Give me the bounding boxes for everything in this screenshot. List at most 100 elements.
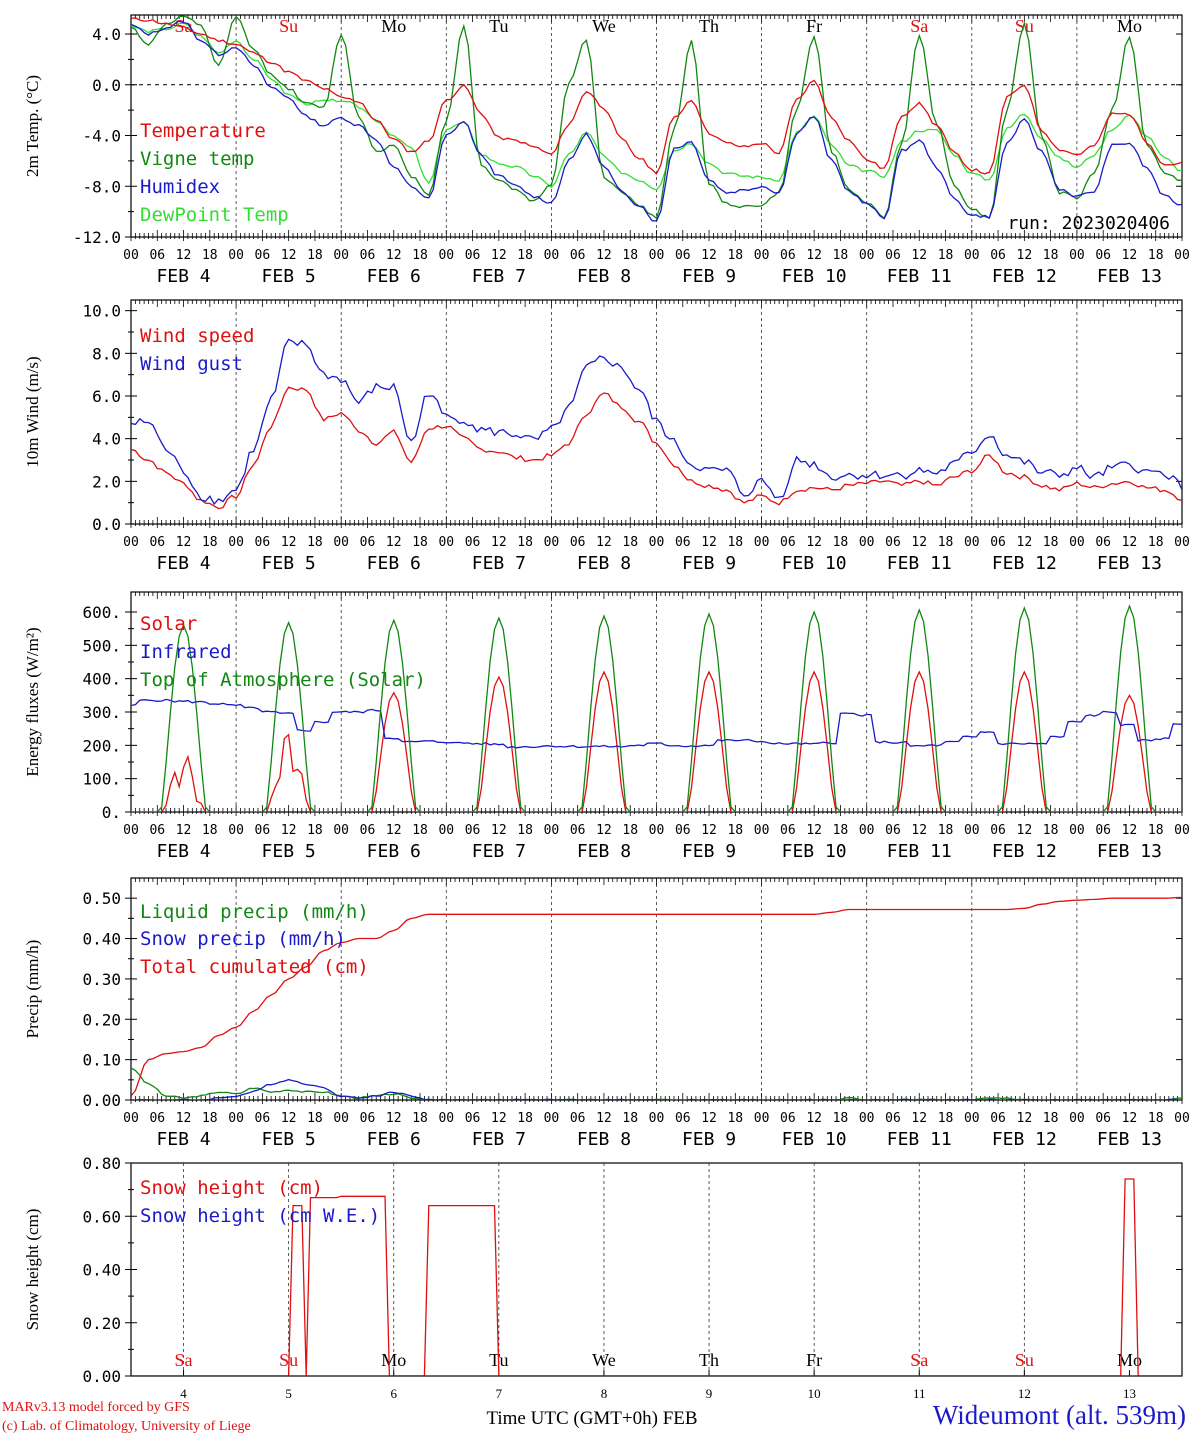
day-name-label: We [592, 1350, 616, 1370]
hour-tick-label: 06 [255, 823, 271, 838]
y-tick-label: 4.0 [92, 25, 121, 44]
hour-tick-label: 06 [990, 535, 1006, 550]
hour-tick-label: 06 [1095, 1111, 1111, 1126]
day-name-label: We [592, 16, 616, 36]
hour-tick-label: 12 [1122, 535, 1138, 550]
hour-tick-label: 12 [1122, 823, 1138, 838]
hour-tick-label: 00 [1069, 248, 1085, 263]
hour-tick-label: 00 [754, 823, 770, 838]
hour-tick-label: 06 [780, 248, 796, 263]
y-tick-label: -12.0 [73, 228, 121, 247]
hour-tick-label: 00 [649, 823, 665, 838]
hour-tick-label: 00 [859, 535, 875, 550]
y-axis-label: Snow height (cm) [23, 1209, 42, 1331]
hour-tick-label: 06 [1095, 535, 1111, 550]
series-line-snow-precip-mm-h [131, 1078, 1182, 1100]
hour-tick-label: 12 [386, 535, 402, 550]
date-label: FEB 11 [887, 841, 952, 862]
date-label: FEB 6 [367, 1129, 421, 1150]
hour-tick-label: 18 [307, 535, 323, 550]
hour-tick-label: 12 [386, 1111, 402, 1126]
hour-tick-label: 06 [149, 248, 165, 263]
hour-tick-label: 00 [123, 1111, 139, 1126]
date-label: FEB 12 [992, 841, 1057, 862]
hour-tick-label: 18 [833, 535, 849, 550]
legend-entry: Top of Atmosphere (Solar) [140, 669, 426, 691]
panel-1: 4.0 0.0 -4.0 -8.0 -12.0 2m Temp. (°C) 00 06 12 18… [23, 14, 1190, 287]
y-tick-label: 0.0 [92, 515, 121, 534]
date-label: FEB 5 [262, 841, 316, 862]
footer-model-line: MARv3.13 model forced by GFS [2, 1400, 190, 1415]
hour-tick-label: 12 [701, 1111, 717, 1126]
date-label: FEB 7 [472, 553, 526, 574]
y-axis-label: Energy fluxes (W/m²) [23, 627, 42, 776]
y-tick-label: 4.0 [92, 430, 121, 449]
hour-tick-label: 00 [438, 535, 454, 550]
day-number-label: 8 [601, 1386, 608, 1401]
series-line-temperature [131, 17, 1182, 175]
date-label: FEB 8 [577, 266, 631, 287]
hour-tick-label: 06 [675, 535, 691, 550]
date-label: FEB 9 [682, 553, 736, 574]
series-line-total-cumulated-cm [131, 896, 1182, 1097]
date-label: FEB 4 [156, 1129, 210, 1150]
y-tick-label: 0.00 [82, 1367, 121, 1386]
date-label: FEB 5 [262, 266, 316, 287]
y-tick-label: 8.0 [92, 344, 121, 363]
date-label: FEB 12 [992, 266, 1057, 287]
hour-tick-label: 18 [412, 535, 428, 550]
hour-tick-label: 00 [649, 535, 665, 550]
day-name-label: Tu [489, 16, 508, 36]
run-annotation: run: 2023020406 [1007, 213, 1170, 234]
hour-tick-label: 06 [465, 535, 481, 550]
date-label: FEB 4 [156, 553, 210, 574]
hour-tick-label: 00 [1174, 823, 1190, 838]
hour-tick-label: 00 [438, 823, 454, 838]
day-name-label: Sa [175, 1350, 193, 1370]
hour-tick-label: 00 [333, 1111, 349, 1126]
hour-tick-label: 12 [386, 248, 402, 263]
hour-tick-label: 06 [780, 535, 796, 550]
hour-tick-label: 18 [412, 248, 428, 263]
day-number-label: 12 [1018, 1386, 1031, 1401]
hour-tick-label: 12 [176, 248, 192, 263]
hour-tick-label: 00 [649, 248, 665, 263]
hour-tick-label: 18 [1148, 823, 1164, 838]
legend-entry: Snow height (cm) [140, 1177, 323, 1199]
legend-entry: Snow precip (mm/h) [140, 928, 346, 950]
date-label: FEB 6 [367, 841, 421, 862]
day-name-label: Mo [381, 16, 406, 36]
hour-tick-label: 00 [438, 248, 454, 263]
hour-tick-label: 18 [938, 248, 954, 263]
series-line-liquid-precip-mm-h [131, 1067, 1182, 1100]
hour-tick-label: 18 [202, 535, 218, 550]
legend-entry: Total cumulated (cm) [140, 956, 369, 978]
legend-entry: Wind gust [140, 353, 243, 375]
hour-tick-label: 12 [806, 1111, 822, 1126]
hour-tick-label: 12 [491, 535, 507, 550]
hour-tick-label: 00 [964, 248, 980, 263]
date-label: FEB 7 [472, 841, 526, 862]
hour-tick-label: 00 [123, 248, 139, 263]
y-tick-label: 400. [82, 670, 121, 689]
y-tick-label: -8.0 [82, 177, 121, 196]
date-label: FEB 6 [367, 266, 421, 287]
date-label: FEB 13 [1097, 1129, 1162, 1150]
hour-tick-label: 12 [911, 823, 927, 838]
hour-tick-label: 00 [859, 248, 875, 263]
hour-tick-label: 00 [859, 1111, 875, 1126]
y-tick-label: 0.20 [82, 1314, 121, 1333]
day-name-label: Th [699, 1350, 719, 1370]
hour-tick-label: 06 [570, 248, 586, 263]
hour-tick-label: 06 [465, 1111, 481, 1126]
hour-tick-label: 12 [701, 535, 717, 550]
hour-tick-label: 18 [833, 248, 849, 263]
date-label: FEB 9 [682, 841, 736, 862]
date-label: FEB 10 [782, 841, 847, 862]
legend-entry: Snow height (cm W.E.) [140, 1205, 380, 1227]
hour-tick-label: 06 [149, 823, 165, 838]
y-tick-label: 0.0 [92, 76, 121, 95]
hour-tick-label: 06 [570, 823, 586, 838]
series-line-wind-gust [131, 338, 1182, 506]
